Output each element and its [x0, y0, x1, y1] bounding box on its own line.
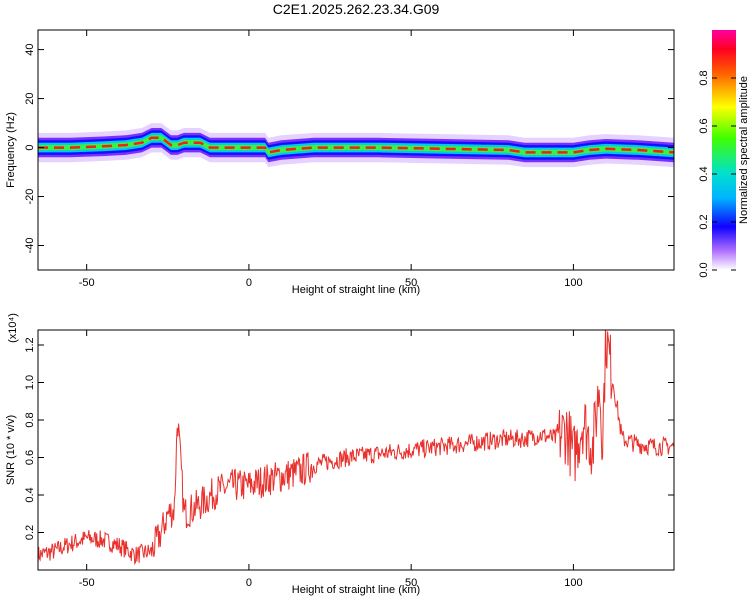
y-tick-label: 0.6 [24, 450, 36, 465]
colorbar-tick-label: 0.2 [698, 214, 710, 229]
x-tick-label: 0 [246, 277, 252, 289]
y-tick-label: 1.2 [24, 337, 36, 352]
y-tick-label: 20 [24, 92, 36, 104]
snr-series-line [38, 330, 674, 566]
x-tick-label: 100 [564, 277, 582, 289]
snr-x-label: Height of straight line (km) [292, 584, 420, 596]
y-tick-label: 40 [24, 43, 36, 55]
y-tick-label: 0.2 [24, 525, 36, 540]
x-tick-label: 50 [405, 277, 417, 289]
snr-panel: -50 0 50 100 0.2 0.4 0.6 0.8 1.0 1.2 Height of s… [5, 313, 675, 596]
spectrogram-frame [37, 29, 675, 271]
spectrogram-y-label: Frequency (Hz) [5, 112, 17, 188]
spectrogram-panel: -50 0 50 100 -40 -20 0 20 40 Height of straight… [5, 29, 675, 296]
colorbar-label: Normalized spectral amplitude [738, 76, 750, 224]
figure-title: C2E1.2025.262.23.34.G09 [273, 1, 440, 17]
spectrogram-x-label: Height of straight line (km) [292, 284, 420, 296]
spectrogram-x-ticks: -50 0 50 100 [79, 30, 583, 289]
y-tick-label: 1.0 [24, 375, 36, 390]
spectrogram-y-ticks: -40 -20 0 20 40 [24, 43, 674, 253]
snr-y-label: SNR (10 * v/v) [5, 415, 17, 485]
y-tick-label: -20 [24, 189, 36, 205]
y-tick-label: -40 [24, 238, 36, 254]
x-tick-label: 50 [405, 577, 417, 589]
y-tick-label: 0.4 [24, 487, 36, 502]
colorbar: 0.0 0.2 0.4 0.6 0.8 Normalized spectral ampl… [698, 30, 750, 278]
x-tick-label: 100 [564, 577, 582, 589]
snr-x-ticks: -50 0 50 100 [79, 330, 583, 589]
spectrogram-ridge [38, 123, 674, 168]
x-tick-label: -50 [79, 277, 95, 289]
snr-y-ticks: 0.2 0.4 0.6 0.8 1.0 1.2 [24, 337, 674, 540]
y-tick-label: 0 [24, 144, 36, 150]
colorbar-tick-label: 0.8 [698, 70, 710, 85]
ridge-core [38, 136, 674, 154]
x-tick-label: -50 [79, 577, 95, 589]
snr-y-multiplier: (x10⁴) [7, 313, 19, 343]
snr-frame [37, 329, 675, 571]
x-tick-label: 0 [246, 577, 252, 589]
y-tick-label: 0.8 [24, 412, 36, 427]
colorbar-tick-label: 0.6 [698, 118, 710, 133]
colorbar-tick-label: 0.0 [698, 262, 710, 277]
colorbar-gradient [712, 30, 736, 270]
colorbar-ticks: 0.0 0.2 0.4 0.6 0.8 [698, 70, 736, 278]
colorbar-tick-label: 0.4 [698, 166, 710, 181]
